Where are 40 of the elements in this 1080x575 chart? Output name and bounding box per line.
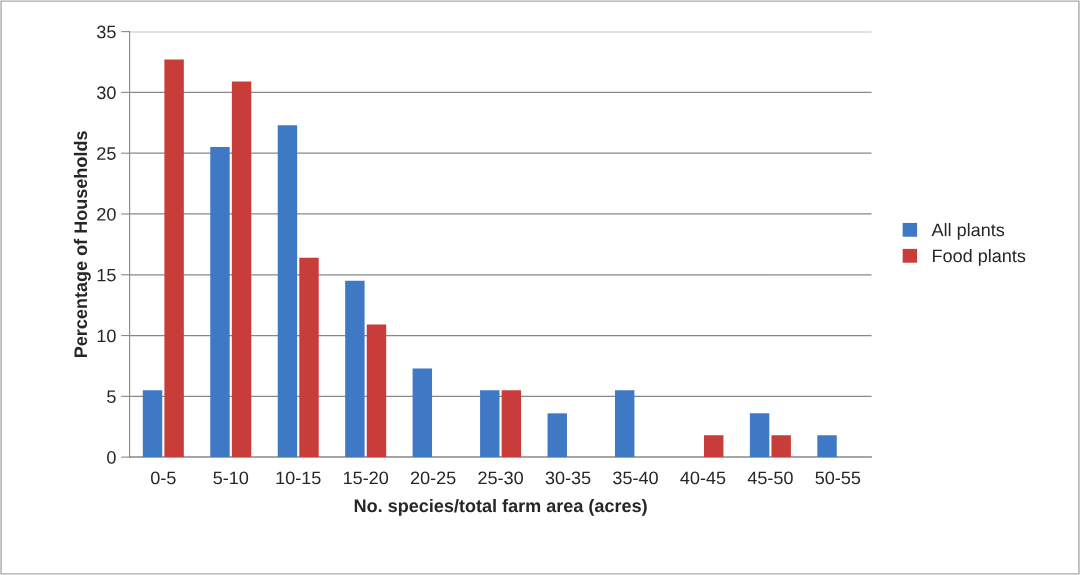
bar bbox=[480, 390, 500, 458]
y-tick-label: 15 bbox=[97, 268, 116, 282]
x-tick-label: 50-55 bbox=[815, 471, 861, 485]
bar bbox=[614, 390, 635, 458]
y-tick-label: 20 bbox=[97, 207, 116, 221]
y-tick-label: 10 bbox=[97, 329, 116, 343]
y-tick-label: 5 bbox=[107, 390, 116, 404]
bar bbox=[277, 125, 298, 458]
y-tick-label: 25 bbox=[97, 147, 116, 160]
bar bbox=[501, 390, 522, 458]
legend-label: All plants bbox=[931, 223, 1005, 240]
x-tick-label: 45-50 bbox=[747, 471, 793, 485]
x-tick-label: 35-40 bbox=[613, 471, 658, 485]
y-tick-label: 35 bbox=[97, 25, 116, 39]
x-tick-label: 40-45 bbox=[680, 471, 726, 485]
legend-label: Food plants bbox=[933, 248, 1026, 266]
x-tick-label: 5-10 bbox=[213, 471, 249, 485]
x-tick-label: 30-35 bbox=[545, 471, 591, 485]
bar bbox=[345, 280, 365, 458]
x-tick-label: 0-5 bbox=[150, 471, 176, 485]
bar bbox=[142, 390, 163, 458]
y-axis-title: Percentage of Households bbox=[73, 131, 91, 358]
bar bbox=[412, 368, 433, 458]
bar bbox=[817, 435, 837, 458]
y-tick-label: 30 bbox=[97, 86, 116, 100]
bar bbox=[366, 324, 387, 458]
x-axis-title: No. species/total farm area (acres) bbox=[354, 498, 647, 516]
bar bbox=[231, 81, 252, 458]
bar bbox=[771, 435, 791, 458]
x-tick-label: 10-15 bbox=[276, 471, 321, 485]
x-tick-label: 15-20 bbox=[343, 471, 389, 485]
bar bbox=[164, 59, 184, 458]
bar bbox=[749, 413, 770, 458]
bar bbox=[299, 257, 319, 458]
x-tick-label: 25-30 bbox=[478, 471, 523, 485]
y-tick-label: 0 bbox=[107, 451, 116, 464]
bar bbox=[547, 413, 567, 458]
x-tick-label: 20-25 bbox=[410, 471, 456, 485]
bar bbox=[704, 435, 724, 458]
bar bbox=[210, 147, 230, 458]
